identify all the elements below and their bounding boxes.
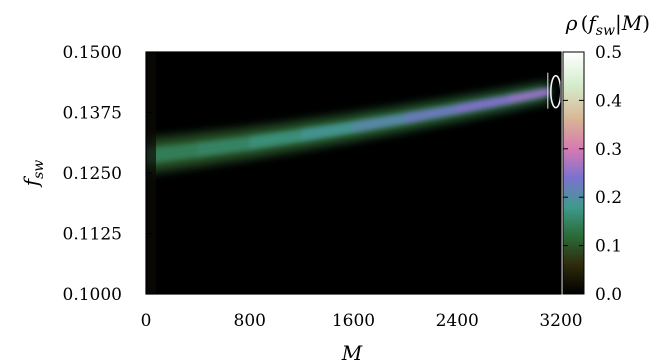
plot-background	[146, 52, 561, 294]
colorbar: 0.0 0.1 0.2 0.3 0.4 0.5	[562, 43, 622, 305]
colorbar-tick-label: 0.1	[595, 237, 622, 257]
colorbar-ticks: 0.0 0.1 0.2 0.3 0.4 0.5	[563, 43, 622, 305]
x-tick-label: 3200	[539, 311, 582, 331]
y-axis-label: fsw	[19, 160, 47, 189]
ridge-band-core	[197, 136, 251, 157]
svg-text:fsw: fsw	[19, 160, 47, 189]
ridge-core	[146, 87, 550, 164]
x-tick-label: 0	[141, 311, 152, 331]
colorbar-label-M: M	[621, 11, 643, 35]
y-tick-label: 0.1500	[63, 43, 122, 63]
y-tick-label: 0.1125	[63, 225, 122, 245]
colorbar-label-bar: |	[615, 11, 622, 36]
colorbar-tick-label: 0.0	[595, 285, 622, 305]
y-axis-label-sub: sw	[31, 160, 47, 179]
x-tick-label: 2400	[436, 311, 479, 331]
ridge-band-core	[405, 104, 459, 124]
colorbar-tick-label: 0.4	[595, 91, 622, 111]
x-tick-label: 800	[234, 311, 266, 331]
x-axis: 0 800 1600 2400 3200	[141, 52, 583, 331]
colorbar-gradient	[563, 52, 584, 294]
colorbar-tick-label: 0.5	[595, 43, 622, 63]
colorbar-label-close: )	[642, 11, 650, 35]
colorbar-label-open: (	[581, 11, 589, 35]
colorbar-label-sub: sw	[596, 23, 615, 39]
y-tick-label: 0.1250	[63, 164, 122, 184]
x-tick-label: 1600	[332, 311, 375, 331]
ridge-band-core	[353, 112, 407, 133]
colorbar-tick-label: 0.3	[595, 140, 622, 160]
ridge-band-core	[146, 142, 199, 164]
ridge-band-core	[301, 121, 355, 142]
plot-area	[145, 51, 562, 295]
ridge-band-core	[249, 128, 303, 150]
ridge-band-core	[457, 94, 511, 115]
x-axis-label: M	[341, 341, 363, 364]
y-tick-label: 0.1000	[63, 285, 122, 305]
colorbar-tick-label: 0.2	[595, 188, 622, 208]
ridge-band-core	[509, 87, 550, 104]
colorbar-label-rho: ρ	[565, 11, 578, 35]
y-tick-label: 0.1375	[63, 104, 122, 124]
y-axis: 0.1000 0.1125 0.1250 0.1375 0.1500	[63, 43, 561, 305]
colorbar-label: ρ (fsw|M)	[565, 11, 650, 39]
colorbar-frame	[562, 51, 585, 295]
